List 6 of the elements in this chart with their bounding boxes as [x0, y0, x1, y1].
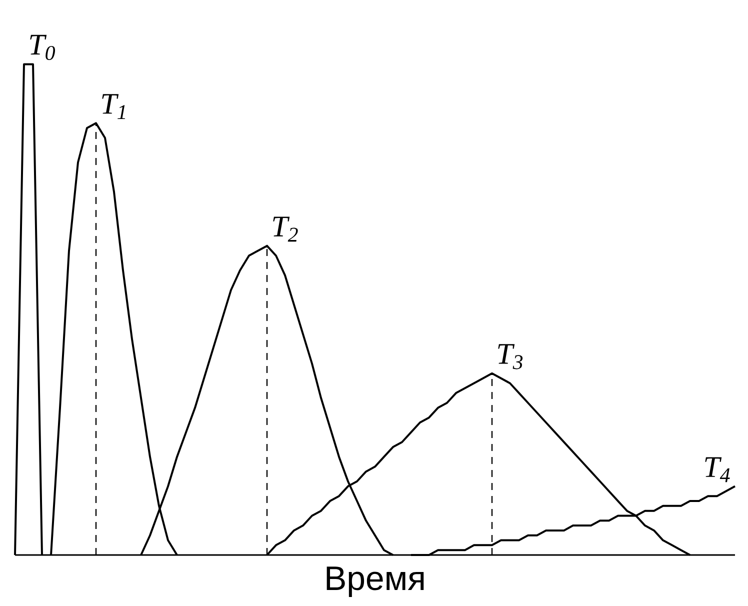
- series-label: T$_{2}$: [273, 216, 298, 242]
- x-axis-title: Время: [326, 566, 424, 597]
- series-label: T$_{3}$: [498, 344, 523, 370]
- series-label: T$_{1}$: [102, 94, 126, 119]
- series-label: T$_{0}$: [30, 34, 56, 60]
- series-label: T$_{4}$: [705, 457, 730, 482]
